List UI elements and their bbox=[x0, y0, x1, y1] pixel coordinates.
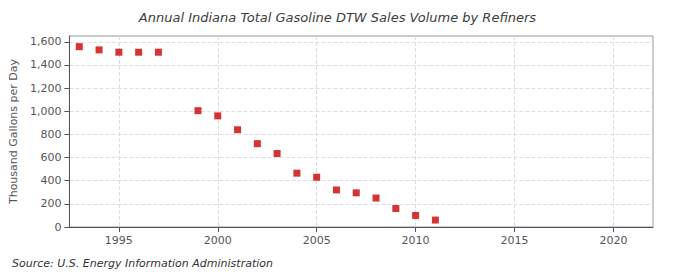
svg-text:600: 600 bbox=[40, 151, 61, 164]
svg-text:200: 200 bbox=[40, 197, 61, 210]
svg-text:0: 0 bbox=[54, 221, 61, 234]
svg-text:2015: 2015 bbox=[501, 234, 529, 247]
svg-text:1,600: 1,600 bbox=[30, 35, 62, 48]
svg-text:1,400: 1,400 bbox=[30, 58, 62, 71]
svg-text:2000: 2000 bbox=[204, 234, 232, 247]
svg-text:400: 400 bbox=[40, 174, 61, 187]
svg-text:Thousand Gallons per Day: Thousand Gallons per Day bbox=[7, 58, 20, 205]
svg-text:Annual Indiana Total Gasoline: Annual Indiana Total Gasoline DTW Sales … bbox=[138, 10, 537, 25]
svg-text:2005: 2005 bbox=[303, 234, 331, 247]
svg-text:1,200: 1,200 bbox=[30, 82, 62, 95]
svg-text:2020: 2020 bbox=[599, 234, 627, 247]
svg-text:1,000: 1,000 bbox=[30, 105, 62, 118]
svg-text:800: 800 bbox=[40, 128, 61, 141]
svg-text:1995: 1995 bbox=[105, 234, 133, 247]
svg-text:Source: U.S. Energy Informatio: Source: U.S. Energy Information Administ… bbox=[12, 257, 273, 270]
svg-text:2010: 2010 bbox=[402, 234, 430, 247]
